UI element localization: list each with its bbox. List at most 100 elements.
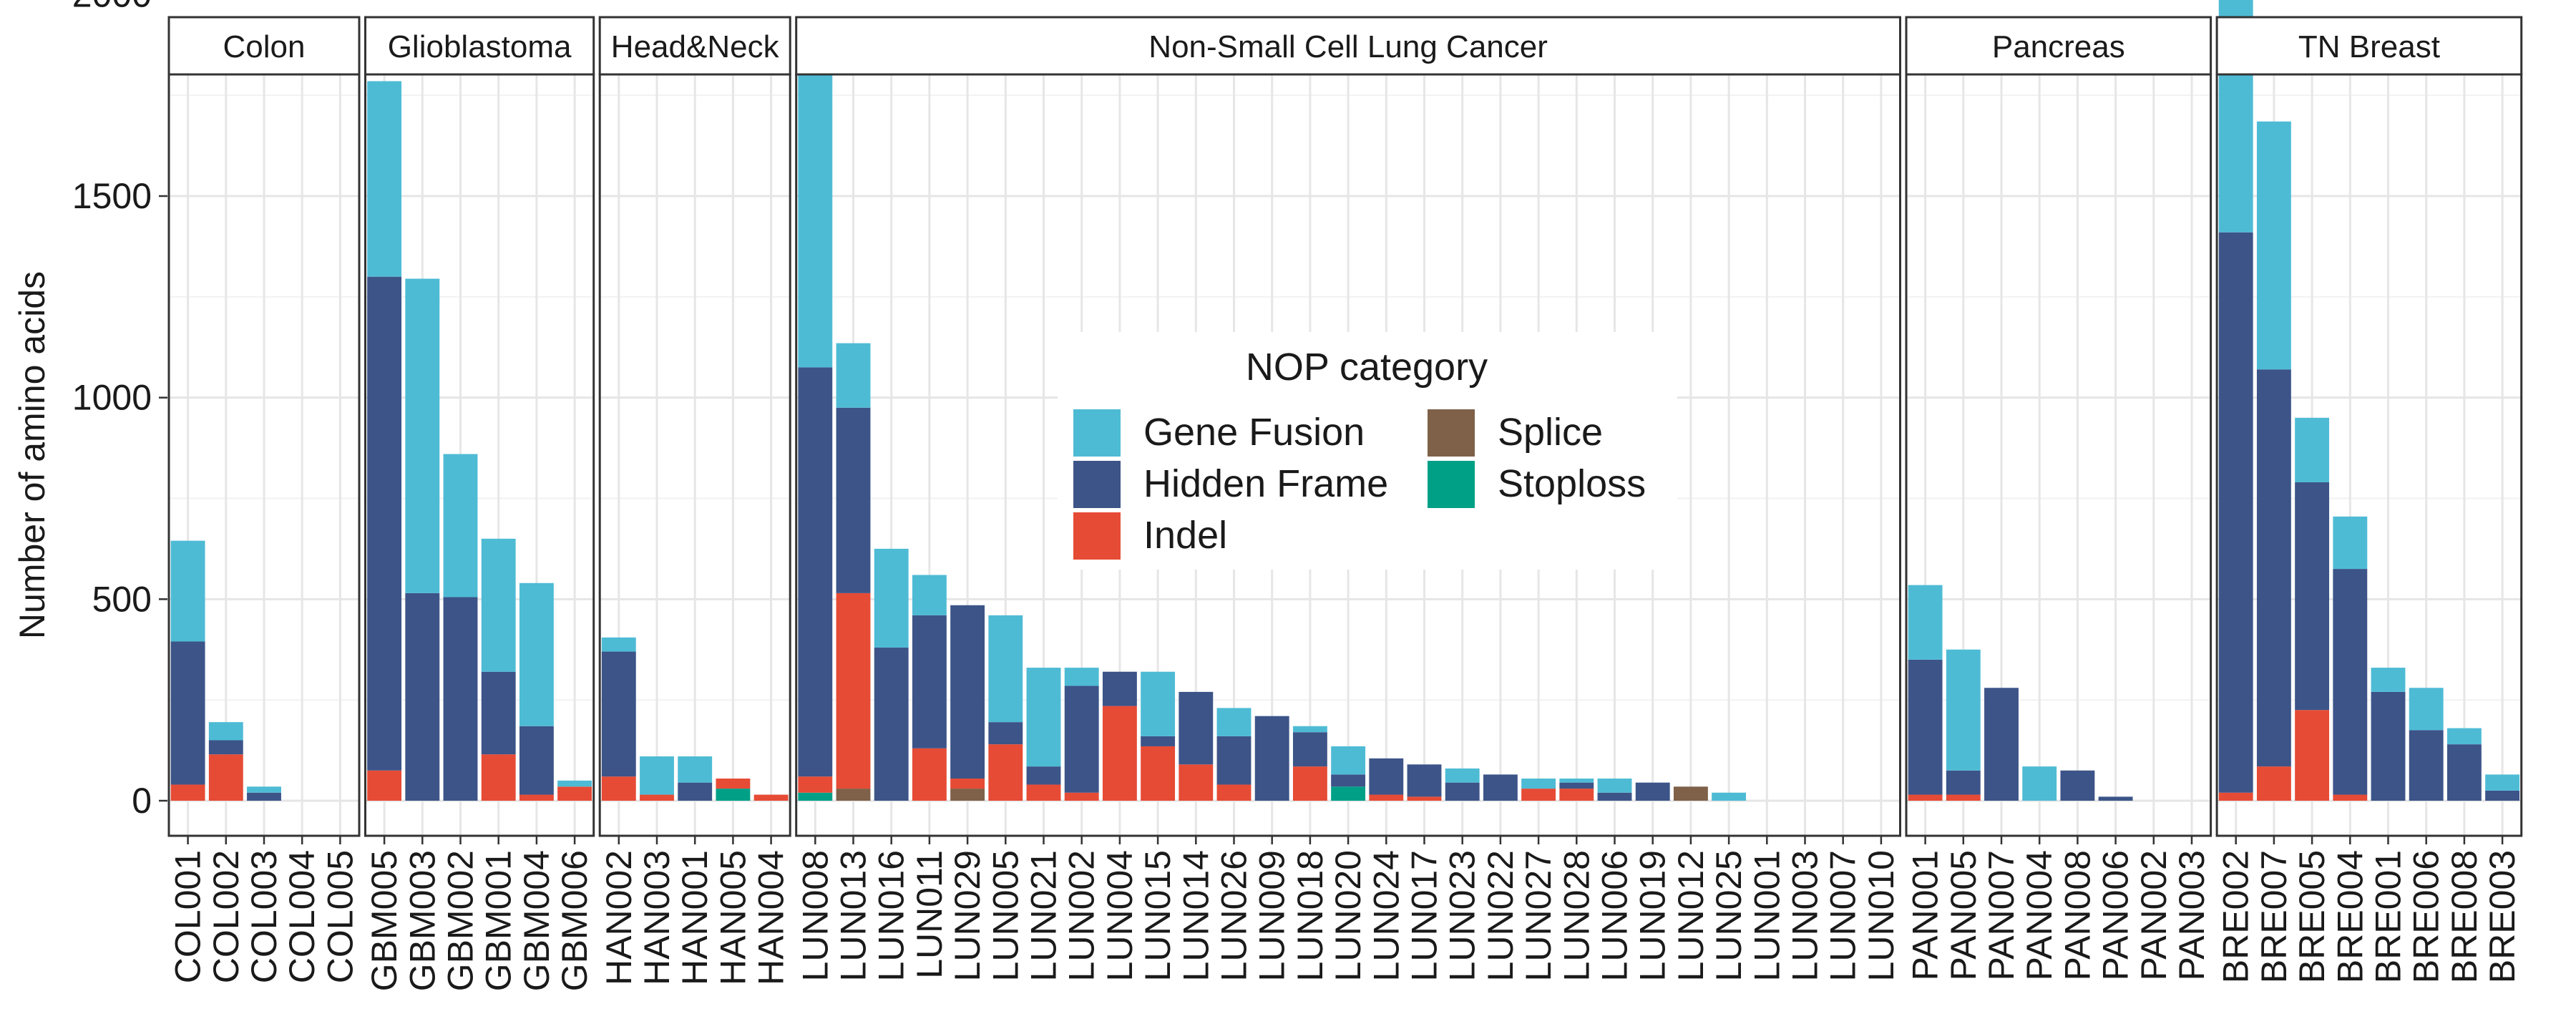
bar-segment-hidden-frame <box>1908 659 1943 795</box>
bar-segment-gene-fusion <box>2295 417 2330 482</box>
bar-segment-gene-fusion <box>1026 668 1061 767</box>
x-tick-label: LUN003 <box>1785 850 1825 981</box>
bar-segment-gene-fusion <box>1559 779 1594 783</box>
bar-segment-hidden-frame <box>1179 691 1214 765</box>
bar-segment-hidden-frame <box>1292 732 1327 767</box>
facet-strip <box>1905 16 2212 76</box>
facet-panel: PAN001PAN005PAN007PAN004PAN008PAN006PAN0… <box>1905 16 2212 981</box>
bar-segment-gene-fusion <box>2485 774 2520 791</box>
x-tick-label: LUN009 <box>1252 850 1292 981</box>
bar-segment-gene-fusion <box>2022 766 2057 801</box>
bar-segment-hidden-frame <box>1597 792 1632 801</box>
bar-segment-gene-fusion <box>519 582 554 726</box>
bar-segment-splice <box>950 789 985 801</box>
x-tick-label: HAN004 <box>751 850 791 985</box>
bar-segment-gene-fusion <box>481 538 516 672</box>
bar-segment-hidden-frame <box>1635 782 1670 801</box>
x-tick-label: LUN022 <box>1480 850 1521 981</box>
bar-segment-gene-fusion <box>1946 649 1981 771</box>
x-tick-label: LUN004 <box>1100 850 1140 981</box>
bar-segment-gene-fusion <box>601 637 636 652</box>
bar-segment-gene-fusion <box>640 756 674 795</box>
bar-segment-hidden-frame <box>443 597 478 801</box>
bar-segment-indel <box>367 770 402 801</box>
bar-segment-gene-fusion <box>988 615 1023 723</box>
x-tick-label: LUN015 <box>1138 850 1178 981</box>
bar-segment-indel <box>1179 764 1214 801</box>
legend: NOP category Gene Fusion Hidden Frame Indel… <box>1058 332 1677 570</box>
bar-segment-gene-fusion <box>912 575 947 615</box>
facet-strip <box>364 16 595 76</box>
legend-title: NOP category <box>1246 346 1488 389</box>
bar-segment-indel <box>2256 766 2291 801</box>
bar-segment-gene-fusion <box>1908 585 1943 660</box>
x-tick-label: GBM001 <box>479 850 519 991</box>
facet-panel: LUN008LUN013LUN016LUN011LUN029LUN005LUN0… <box>795 16 1901 981</box>
bar-segment-gene-fusion <box>1216 708 1252 736</box>
legend-label: Stoploss <box>1498 462 1646 505</box>
bar-segment-indel <box>601 776 636 801</box>
bar-segment-splice <box>836 789 871 801</box>
bar-segment-hidden-frame <box>208 740 243 755</box>
x-tick-label: PAN005 <box>1943 850 1984 981</box>
x-tick-label: GBM004 <box>517 850 557 991</box>
y-tick-label: 2000 <box>72 0 152 14</box>
bar-segment-indel <box>798 776 833 793</box>
x-tick-label: BRE002 <box>2216 850 2256 983</box>
bar-segment-hidden-frame <box>1102 671 1137 706</box>
bar-segment-hidden-frame <box>798 367 833 777</box>
facet-panel: BRE002BRE007BRE005BRE004BRE001BRE006BRE0… <box>2215 0 2523 983</box>
facet-strip-label: Colon <box>223 29 306 64</box>
bar-segment-hidden-frame <box>1064 686 1099 793</box>
bar-segment-indel <box>519 794 554 801</box>
bar-segment-gene-fusion <box>208 722 243 741</box>
bar-segment-hidden-frame <box>2295 482 2330 711</box>
bar-segment-hidden-frame <box>678 782 713 801</box>
x-tick-label: LUN005 <box>985 850 1025 981</box>
x-tick-label: LUN029 <box>947 850 987 981</box>
x-tick-label: LUN014 <box>1176 850 1216 981</box>
x-tick-label: BRE001 <box>2368 850 2409 983</box>
x-tick-label: COL003 <box>244 850 284 983</box>
legend-swatch-stoploss <box>1428 461 1475 508</box>
legend-background <box>1058 332 1677 570</box>
bar-segment-gene-fusion <box>367 81 402 277</box>
x-tick-label: COL001 <box>168 850 208 983</box>
bar-segment-gene-fusion <box>247 786 281 793</box>
x-tick-label: LUN020 <box>1328 850 1368 981</box>
bar-segment-hidden-frame <box>1141 736 1176 746</box>
x-tick-label: COL002 <box>206 850 246 983</box>
bar-segment-indel <box>557 786 592 801</box>
bar-segment-gene-fusion <box>2446 728 2482 745</box>
bar-segment-hidden-frame <box>1254 716 1289 801</box>
bar-segment-gene-fusion <box>2333 516 2368 570</box>
bar-segment-indel <box>2218 792 2253 801</box>
bar-segment-gene-fusion <box>1521 779 1556 789</box>
bar-segment-indel <box>1216 784 1252 801</box>
bar-segment-hidden-frame <box>2446 744 2482 801</box>
bar-segment-indel <box>1521 789 1556 801</box>
bar-segment-gene-fusion <box>874 548 909 648</box>
legend-swatch-gene-fusion <box>1073 409 1121 457</box>
x-tick-label: LUN006 <box>1595 850 1635 981</box>
bar-segment-hidden-frame <box>988 722 1023 745</box>
bar-segment-gene-fusion <box>2409 688 2444 731</box>
bar-segment-hidden-frame <box>2371 691 2406 801</box>
facet-strip <box>2215 16 2523 76</box>
bar-segment-hidden-frame <box>481 671 516 755</box>
bar-segment-gene-fusion <box>1712 792 1747 801</box>
bar-segment-indel <box>2295 710 2330 801</box>
bar-segment-gene-fusion <box>443 454 478 598</box>
bar-segment-indel <box>2333 794 2368 801</box>
bar-segment-hidden-frame <box>405 592 440 801</box>
facet-strip-label: Pancreas <box>1992 29 2125 64</box>
legend-label: Hidden Frame <box>1143 462 1388 505</box>
y-tick-label: 500 <box>92 579 152 619</box>
x-tick-label: BRE006 <box>2406 850 2446 983</box>
bar-segment-indel <box>1407 796 1442 801</box>
bar-segment-gene-fusion <box>1141 671 1176 736</box>
bar-segment-hidden-frame <box>2409 730 2444 801</box>
bar-segment-gene-fusion <box>1597 779 1632 793</box>
